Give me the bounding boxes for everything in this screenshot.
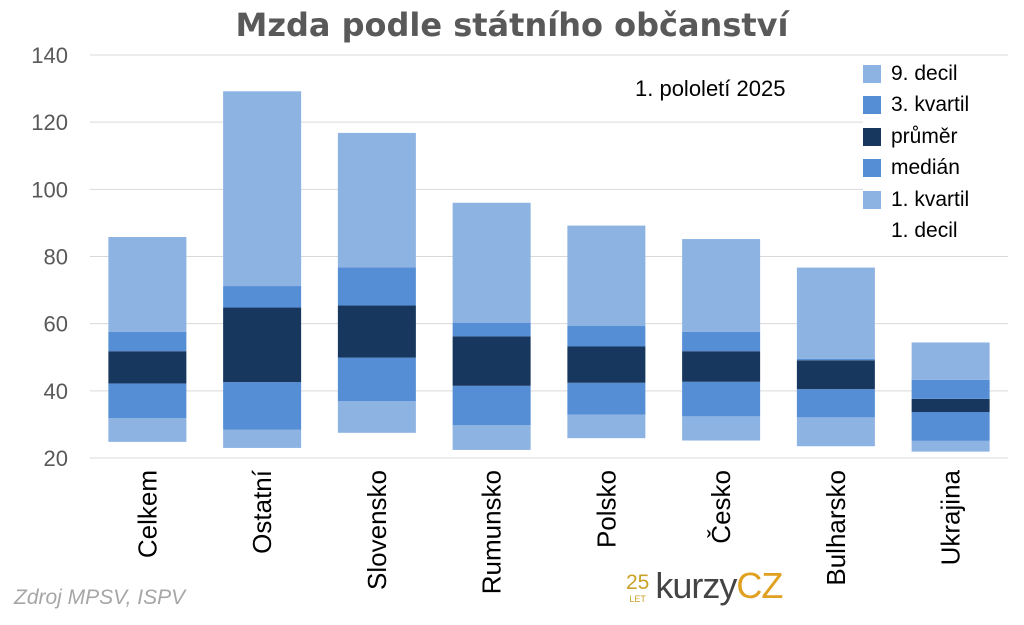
bar-segment-band-quartile-low bbox=[452, 385, 531, 426]
legend-item: 1. decil bbox=[863, 216, 1013, 248]
bar-segment-band-decile-low bbox=[452, 425, 531, 450]
bar-segment-band-decile-low bbox=[567, 414, 646, 439]
legend-swatch bbox=[863, 159, 881, 178]
bar-segment-band-mean-q3 bbox=[911, 379, 990, 399]
bar-segment-band-quartile-low bbox=[682, 381, 761, 417]
logo-anniversary: 25 LET bbox=[626, 571, 650, 604]
legend-label: 9. decil bbox=[891, 61, 958, 85]
bar-segment-band-median-mean bbox=[567, 346, 646, 383]
bar-segment-band-median-mean bbox=[682, 351, 761, 382]
legend-item: 9. decil bbox=[863, 58, 1013, 90]
x-tick-label: Rumunsko bbox=[477, 470, 507, 594]
bar-segment-band-q3-decile bbox=[108, 237, 187, 332]
bar-segment-band-median-mean bbox=[452, 336, 531, 386]
legend: 9. decil 3. kvartil průměr medián 1. kvartil… bbox=[863, 58, 1013, 247]
logo-small-text: LET bbox=[629, 594, 646, 604]
bar-segment-band-median-mean bbox=[911, 398, 990, 412]
bar-segment-band-q3-decile bbox=[796, 267, 875, 359]
bar-segment-band-decile-low bbox=[682, 416, 761, 441]
legend-swatch bbox=[863, 127, 881, 146]
logo-number: 25 bbox=[626, 571, 650, 594]
bar-segment-band-decile-low bbox=[911, 440, 990, 452]
bar-segment-band-median-mean bbox=[796, 360, 875, 390]
bar-segment-band-quartile-low bbox=[796, 389, 875, 418]
legend-swatch bbox=[863, 222, 881, 241]
bar-segment-band-mean-q3 bbox=[337, 267, 416, 306]
bar-segment-band-quartile-low bbox=[223, 382, 302, 430]
x-tick-label: Ukrajina bbox=[936, 469, 966, 565]
bar-segment-band-q3-decile bbox=[682, 239, 761, 332]
bar-segment-band-quartile-low bbox=[337, 357, 416, 402]
bar-segment-band-q3-decile bbox=[911, 342, 990, 380]
bar-segment-band-decile-low bbox=[223, 429, 302, 448]
bar-segment-band-median-mean bbox=[108, 351, 187, 384]
logo-word-main: kurzy bbox=[655, 565, 737, 606]
legend-swatch bbox=[863, 64, 881, 83]
x-tick-label: Polsko bbox=[591, 470, 621, 548]
x-tick-label: Česko bbox=[706, 470, 736, 544]
bar-segment-band-decile-low bbox=[108, 418, 187, 442]
legend-label: 1. decil bbox=[891, 219, 958, 243]
legend-label: 3. kvartil bbox=[891, 93, 970, 117]
legend-label: průměr bbox=[891, 124, 958, 148]
y-tick-label: 100 bbox=[31, 177, 68, 202]
y-tick-label: 80 bbox=[44, 245, 68, 270]
bar-segment-band-mean-q3 bbox=[682, 331, 761, 352]
bar-segment-band-mean-q3 bbox=[567, 326, 646, 347]
x-tick-label: Celkem bbox=[132, 470, 162, 558]
x-axis-labels: Celkem Ostatní Slovensko Rumunsko Polsko Česk… bbox=[132, 469, 965, 594]
x-tick-label: Slovensko bbox=[362, 470, 392, 590]
logo-word-suffix: CZ bbox=[736, 565, 783, 606]
y-axis-ticks: 20 40 60 80 100 120 140 bbox=[31, 43, 68, 471]
y-tick-label: 20 bbox=[44, 446, 68, 471]
bar-segment-band-q3-decile bbox=[223, 91, 302, 287]
bar-segment-band-median-mean bbox=[337, 305, 416, 358]
source-note: Zdroj MPSV, ISPV bbox=[14, 586, 186, 609]
bar-segment-band-quartile-low bbox=[911, 411, 990, 441]
legend-label: 1. kvartil bbox=[891, 187, 970, 211]
bar-segment-band-mean-q3 bbox=[108, 331, 187, 352]
bar-segment-band-quartile-low bbox=[567, 382, 646, 415]
y-tick-label: 40 bbox=[44, 379, 68, 404]
bar-segment-band-q3-decile bbox=[567, 225, 646, 327]
bar-segment-band-quartile-low bbox=[108, 383, 187, 419]
bar-segment-band-mean-q3 bbox=[223, 286, 302, 308]
y-tick-label: 140 bbox=[31, 43, 68, 68]
bars bbox=[108, 91, 990, 452]
chart-title: Mzda podle státního občanství bbox=[235, 6, 789, 44]
bar-segment-band-mean-q3 bbox=[452, 322, 531, 337]
legend-swatch bbox=[863, 190, 881, 209]
x-tick-label: Ostatní bbox=[247, 469, 277, 554]
bar-segment-band-decile-low bbox=[796, 417, 875, 447]
bar-segment-band-q3-decile bbox=[452, 202, 531, 323]
legend-item: 3. kvartil bbox=[863, 90, 1013, 122]
legend-item: průměr bbox=[863, 121, 1013, 153]
bar-segment-band-q3-decile bbox=[337, 132, 416, 268]
kurzy-logo: 25 LET kurzyCZ bbox=[626, 565, 783, 606]
bar-segment-band-median-mean bbox=[223, 307, 302, 383]
bar-segment-band-mean-q3 bbox=[796, 358, 875, 361]
x-tick-label: Bulharsko bbox=[821, 470, 851, 586]
bar-segment-band-decile-low bbox=[337, 401, 416, 433]
legend-item: 1. kvartil bbox=[863, 184, 1013, 216]
logo-word: kurzyCZ bbox=[655, 565, 783, 606]
y-tick-label: 120 bbox=[31, 110, 68, 135]
chart-subtitle: 1. pololetí 2025 bbox=[635, 76, 786, 101]
y-tick-label: 60 bbox=[44, 312, 68, 337]
legend-item: medián bbox=[863, 153, 1013, 185]
legend-label: medián bbox=[891, 156, 960, 180]
legend-swatch bbox=[863, 96, 881, 115]
